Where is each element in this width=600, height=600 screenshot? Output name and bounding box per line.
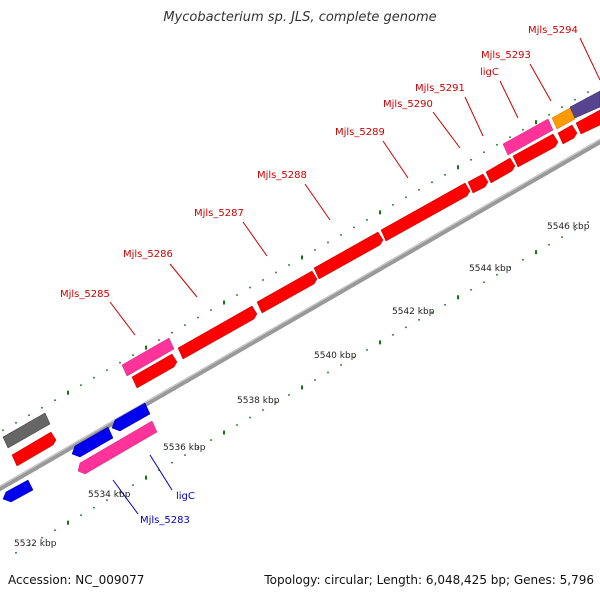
label-mjls-5289[interactable]: Mjls_5289	[335, 127, 385, 138]
gene-red-5287[interactable]	[256, 270, 318, 314]
gene-red-left-upper[interactable]	[131, 353, 178, 389]
leader-ligc-fwd	[499, 80, 519, 119]
scale-label-5542: 5542 kbp	[392, 307, 435, 317]
gene-blue-1[interactable]	[71, 426, 114, 458]
gene-red-5286[interactable]	[177, 305, 258, 360]
genome-backbone	[0, 138, 600, 492]
label-mjls-5291[interactable]: Mjls_5291	[415, 83, 465, 94]
genome-backbone-highlight	[0, 138, 600, 488]
scale-label-5540: 5540 kbp	[314, 351, 357, 361]
leader-mjls-5286	[169, 263, 198, 298]
scale-label-5544: 5544 kbp	[469, 264, 512, 274]
label-mjls-5294[interactable]: Mjls_5294	[528, 25, 578, 36]
gene-features	[2, 90, 600, 503]
gene-mjls-5285-pink[interactable]	[121, 337, 175, 377]
label-mjls-5288[interactable]: Mjls_5288	[257, 170, 307, 181]
leader-mjls-5287	[242, 221, 268, 257]
label-ligc-fwd[interactable]: ligC	[480, 67, 499, 78]
gene-red-5288[interactable]	[313, 231, 384, 280]
gene-red-5294b[interactable]	[575, 109, 600, 135]
label-mjls-5285[interactable]: Mjls_5285	[60, 289, 110, 300]
map-title: Mycobacterium sp. JLS, complete genome	[163, 10, 437, 25]
accession-text: Accession: NC_009077	[8, 573, 145, 587]
scale-label-5546: 5546 kbp	[547, 222, 590, 232]
gene-orange[interactable]	[551, 107, 576, 130]
gene-mjls-5293-pink[interactable]	[502, 118, 554, 156]
leader-ligc-rev	[149, 454, 173, 491]
tick-marks	[2, 91, 589, 554]
gene-red-5289[interactable]	[380, 182, 471, 242]
label-mjls-5293[interactable]: Mjls_5293	[481, 50, 531, 61]
leader-mjls-5289	[382, 140, 409, 179]
scale-label-5534: 5534 kbp	[88, 490, 131, 500]
label-ligc-rev[interactable]: ligC	[176, 491, 195, 502]
gene-blue-2[interactable]	[111, 402, 151, 432]
leader-mjls-5291	[464, 96, 484, 137]
gene-purple[interactable]	[569, 90, 600, 119]
label-mjls-5287[interactable]: Mjls_5287	[194, 208, 244, 219]
leader-mjls-5285	[109, 301, 136, 336]
leader-mjls-5294	[579, 37, 600, 81]
leader-mjls-5290	[432, 111, 461, 149]
scale-label-5538: 5538 kbp	[237, 396, 280, 406]
leader-mjls-5283	[112, 479, 139, 515]
label-mjls-5286[interactable]: Mjls_5286	[123, 249, 173, 260]
scale-label-5536: 5536 kbp	[163, 443, 206, 453]
genome-summary-text: Topology: circular; Length: 6,048,425 bp…	[264, 573, 594, 587]
gene-red-far-left[interactable]	[11, 431, 57, 467]
gene-red-5290[interactable]	[467, 173, 489, 194]
gene-ligc-red[interactable]	[512, 133, 559, 168]
gene-ligc-pink-rev[interactable]	[77, 420, 158, 475]
gene-gray-left[interactable]	[2, 412, 51, 449]
leader-mjls-5288	[304, 183, 331, 221]
gene-red-5294[interactable]	[557, 124, 578, 145]
scale-label-5532: 5532 kbp	[14, 539, 57, 549]
label-mjls-5290[interactable]: Mjls_5290	[383, 99, 433, 110]
leader-mjls-5293	[529, 63, 552, 102]
label-mjls-5283[interactable]: Mjls_5283	[140, 515, 190, 526]
gene-red-5291[interactable]	[485, 157, 516, 184]
gene-blue-far-left[interactable]	[2, 479, 34, 503]
